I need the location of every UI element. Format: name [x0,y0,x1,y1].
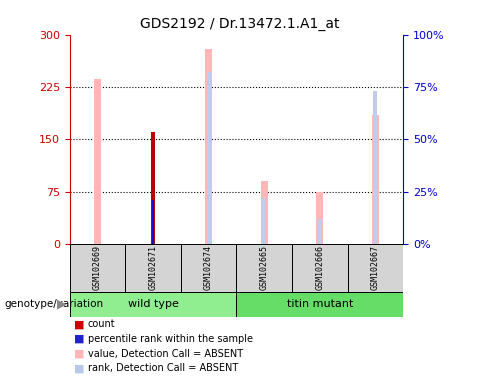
Text: GSM102665: GSM102665 [260,245,269,290]
Bar [236,244,292,292]
Bar [125,244,181,292]
Text: rank, Detection Call = ABSENT: rank, Detection Call = ABSENT [88,363,238,373]
Text: count: count [88,319,116,329]
Bar [70,244,125,292]
Bar [94,78,101,244]
Text: titin mutant: titin mutant [287,299,353,310]
Bar [236,292,403,317]
Text: ▶: ▶ [57,298,67,311]
Text: GDS2192 / Dr.13472.1.A1_at: GDS2192 / Dr.13472.1.A1_at [140,17,340,31]
Bar [151,132,155,244]
Text: GSM102669: GSM102669 [93,245,102,290]
Bar [292,244,348,292]
Text: wild type: wild type [128,299,179,310]
Text: ■: ■ [74,349,85,359]
Text: GSM102674: GSM102674 [204,245,213,290]
Text: GSM102671: GSM102671 [148,245,157,290]
Text: GSM102666: GSM102666 [315,245,324,290]
Text: GSM102667: GSM102667 [371,245,380,290]
Text: ■: ■ [74,319,85,329]
Text: percentile rank within the sample: percentile rank within the sample [88,334,253,344]
Bar [205,48,212,244]
Bar [70,292,236,317]
Bar [262,198,266,244]
Text: genotype/variation: genotype/variation [5,299,104,309]
Bar [373,91,377,244]
Bar [152,200,155,244]
Bar [207,72,211,244]
Bar [348,244,403,292]
Text: ■: ■ [74,334,85,344]
Bar [316,192,323,244]
Bar [318,219,322,244]
Text: value, Detection Call = ABSENT: value, Detection Call = ABSENT [88,349,243,359]
Bar [261,181,267,244]
Bar [181,244,236,292]
Text: ■: ■ [74,363,85,373]
Bar [372,115,379,244]
